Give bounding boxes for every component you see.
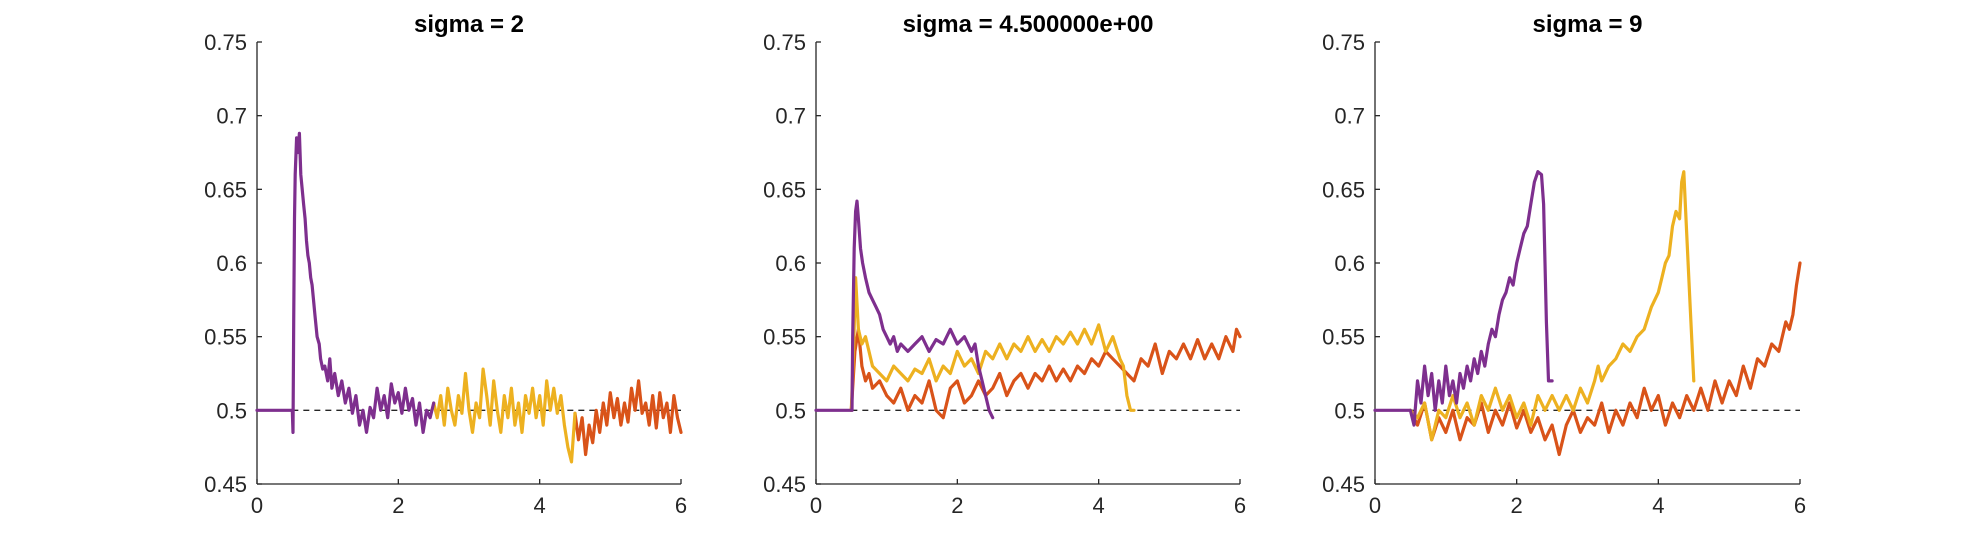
series-line-1	[1408, 261, 1802, 457]
chart-panel-3: sigma = 9 0.45 0.5 0.55 0.6 0.65 0.7 0.75 0 2 4 6	[1322, 11, 1806, 518]
y-tick-label: 0.65	[1322, 177, 1365, 202]
x-tick-label: 2	[951, 493, 963, 518]
series-line-2	[1408, 170, 1696, 442]
x-tick-label: 4	[534, 493, 546, 518]
x-tick-label: 2	[392, 493, 404, 518]
y-tick-label: 0.75	[1322, 30, 1365, 55]
chart-title: sigma = 9	[1532, 11, 1642, 38]
y-tick-label: 0.55	[1322, 325, 1365, 350]
y-tick-label: 0.45	[1322, 472, 1365, 497]
chart-panel-1: sigma = 2 0.45 0.5 0.55 0.6 0.65 0.7 0.75 0 2 4 6	[204, 11, 687, 518]
y-tick-label: 0.7	[216, 104, 247, 129]
y-tick-label: 0.45	[204, 472, 247, 497]
y-tick-label: 0.65	[204, 177, 247, 202]
y-tick-label: 0.6	[216, 251, 247, 276]
series-line-1	[849, 327, 1242, 420]
y-tick-label: 0.6	[1334, 251, 1365, 276]
chart-title: sigma = 4.500000e+00	[903, 11, 1154, 38]
x-tick-label: 6	[1234, 493, 1246, 518]
y-tick-label: 0.65	[763, 177, 806, 202]
x-tick-label: 4	[1093, 493, 1105, 518]
x-tick-label: 4	[1652, 493, 1664, 518]
x-tick-label: 0	[810, 493, 822, 518]
y-tick-label: 0.45	[763, 472, 806, 497]
series-line-1	[573, 379, 683, 457]
y-tick-label: 0.5	[775, 398, 806, 423]
series-line-3	[1373, 170, 1554, 427]
series-line-3	[814, 199, 995, 420]
x-tick-label: 6	[675, 493, 687, 518]
x-tick-label: 6	[1794, 493, 1806, 518]
x-tick-label: 0	[1369, 493, 1381, 518]
y-tick-label: 0.55	[204, 325, 247, 350]
x-tick-label: 0	[251, 493, 263, 518]
y-tick-label: 0.75	[763, 30, 806, 55]
y-tick-label: 0.5	[216, 398, 247, 423]
y-tick-label: 0.55	[763, 325, 806, 350]
y-tick-label: 0.7	[775, 104, 806, 129]
chart-panel-2: sigma = 4.500000e+00 0.45 0.5 0.55 0.6 0.65 0.…	[763, 11, 1246, 518]
y-tick-label: 0.75	[204, 30, 247, 55]
y-tick-label: 0.7	[1334, 104, 1365, 129]
series-line-2	[432, 367, 577, 464]
x-tick-label: 2	[1511, 493, 1523, 518]
series-line-2	[849, 276, 1136, 412]
y-tick-label: 0.6	[775, 251, 806, 276]
y-tick-label: 0.5	[1334, 398, 1365, 423]
chart-title: sigma = 2	[414, 11, 524, 38]
series-line-3	[255, 131, 436, 434]
